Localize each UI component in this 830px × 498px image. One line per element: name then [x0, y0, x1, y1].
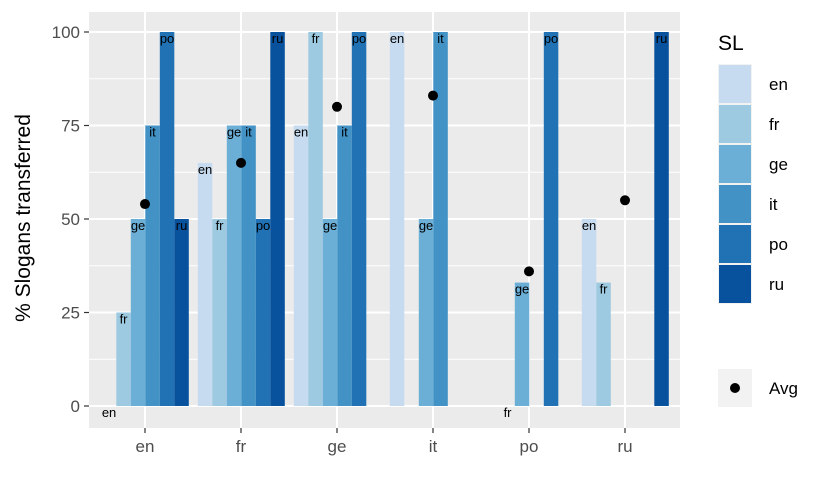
avg-point — [236, 157, 246, 168]
bar — [116, 312, 131, 406]
legend-label: en — [769, 75, 788, 94]
y-tick-label: 75 — [61, 117, 80, 136]
bar — [212, 219, 227, 406]
y-tick-label: 0 — [71, 397, 80, 416]
bar-label: ge — [323, 218, 337, 233]
legend-label: ge — [769, 155, 788, 174]
bar-label: it — [437, 31, 444, 46]
bar-label: ru — [176, 218, 188, 233]
legend-key-en — [719, 65, 751, 103]
bar — [308, 32, 323, 406]
y-axis-label: % Slogans transferred — [12, 114, 35, 322]
bar-label: fr — [120, 312, 129, 327]
bar-label: fr — [312, 31, 321, 46]
bar — [514, 282, 530, 406]
y-tick-label: 50 — [61, 210, 80, 229]
bar — [433, 32, 448, 406]
bar — [543, 32, 559, 406]
legend-label: it — [769, 195, 778, 214]
bar-label: fr — [504, 405, 513, 420]
legend-key-po — [719, 225, 751, 263]
bar-label: po — [256, 218, 270, 233]
legend-key-ge — [719, 145, 751, 183]
legend-label: po — [769, 235, 788, 254]
x-tick-label: it — [429, 437, 438, 456]
bar — [197, 162, 213, 406]
bar-label: it — [149, 125, 156, 140]
bar-label: it — [245, 125, 252, 140]
bar — [130, 219, 146, 406]
bar-label: po — [544, 31, 558, 46]
avg-point — [332, 101, 342, 112]
bar-label: ge — [131, 218, 145, 233]
legend-key-fr — [719, 105, 751, 143]
x-tick-label: ru — [617, 437, 632, 456]
bar — [654, 32, 669, 406]
avg-point — [428, 90, 438, 101]
bars — [116, 32, 669, 406]
legend-label: ru — [769, 275, 784, 294]
bar — [322, 219, 338, 406]
bar-label: po — [160, 31, 174, 46]
bar — [145, 125, 160, 406]
bar — [418, 219, 434, 406]
bar-label: en — [102, 405, 116, 420]
avg-point — [524, 266, 534, 277]
bar-label: fr — [600, 282, 609, 297]
x-axis: en fr ge it po ru — [136, 428, 633, 456]
bar-label: ru — [272, 31, 284, 46]
legend-key-it — [719, 185, 751, 223]
avg-points — [140, 90, 630, 277]
bar — [241, 125, 256, 406]
legend: SL en fr ge it po ru Avg — [718, 32, 798, 407]
bar-label: en — [390, 31, 404, 46]
bar — [351, 32, 367, 406]
bar-label: en — [294, 125, 308, 140]
bar-label: ge — [227, 125, 241, 140]
y-axis: 0 25 50 75 100 — [52, 23, 89, 416]
legend-label: fr — [769, 115, 780, 134]
bar — [596, 282, 611, 406]
x-tick-label: fr — [236, 437, 247, 456]
bar — [159, 32, 175, 406]
legend-key-ru — [719, 265, 751, 303]
bar — [581, 219, 597, 406]
bar-label: ge — [515, 282, 529, 297]
bar — [226, 125, 242, 406]
legend-title: SL — [718, 32, 744, 55]
avg-point — [620, 195, 630, 206]
bar — [389, 32, 405, 406]
bar-label: en — [582, 218, 596, 233]
bar-label: ru — [656, 31, 668, 46]
bar-label: en — [198, 162, 212, 177]
bar-label: it — [341, 125, 348, 140]
y-tick-label: 25 — [61, 304, 80, 323]
y-tick-label: 100 — [52, 23, 80, 42]
legend-avg-marker — [730, 383, 740, 393]
bar — [270, 32, 285, 406]
bar — [174, 219, 189, 406]
x-tick-label: ge — [328, 437, 347, 456]
x-tick-label: po — [520, 437, 539, 456]
bar-label: fr — [216, 218, 225, 233]
bar — [293, 125, 309, 406]
x-tick-label: en — [136, 437, 155, 456]
bar — [337, 125, 352, 406]
legend-avg-label: Avg — [769, 379, 798, 398]
bar-label: ge — [419, 218, 433, 233]
avg-point — [140, 199, 150, 210]
bar — [255, 219, 271, 406]
bar-label: po — [352, 31, 366, 46]
